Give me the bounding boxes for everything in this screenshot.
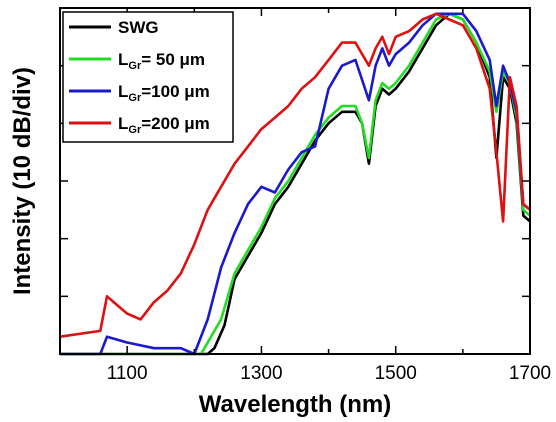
x-tick-label: 1500 bbox=[375, 363, 417, 384]
x-tick-label: 1700 bbox=[509, 363, 551, 384]
legend-box bbox=[62, 11, 234, 143]
series-line-3 bbox=[59, 12, 531, 338]
x-axis-title: Wavelength (nm) bbox=[199, 391, 391, 418]
axis-ticks: 1100 1300 1500 1700 bbox=[59, 7, 551, 384]
legend-label: LGr=200 μm bbox=[118, 114, 210, 136]
legend-label: SWG bbox=[118, 18, 159, 37]
x-tick-label: 1300 bbox=[240, 363, 282, 384]
legend: SWG LGr= 50 μm LGr=100 μm LGr=200 μm bbox=[62, 11, 234, 143]
legend-label: LGr=100 μm bbox=[118, 82, 210, 104]
x-tick-label: 1100 bbox=[107, 363, 148, 384]
legend-label: LGr= 50 μm bbox=[118, 50, 205, 72]
y-axis-title: Intensity (10 dB/div) bbox=[9, 67, 36, 295]
